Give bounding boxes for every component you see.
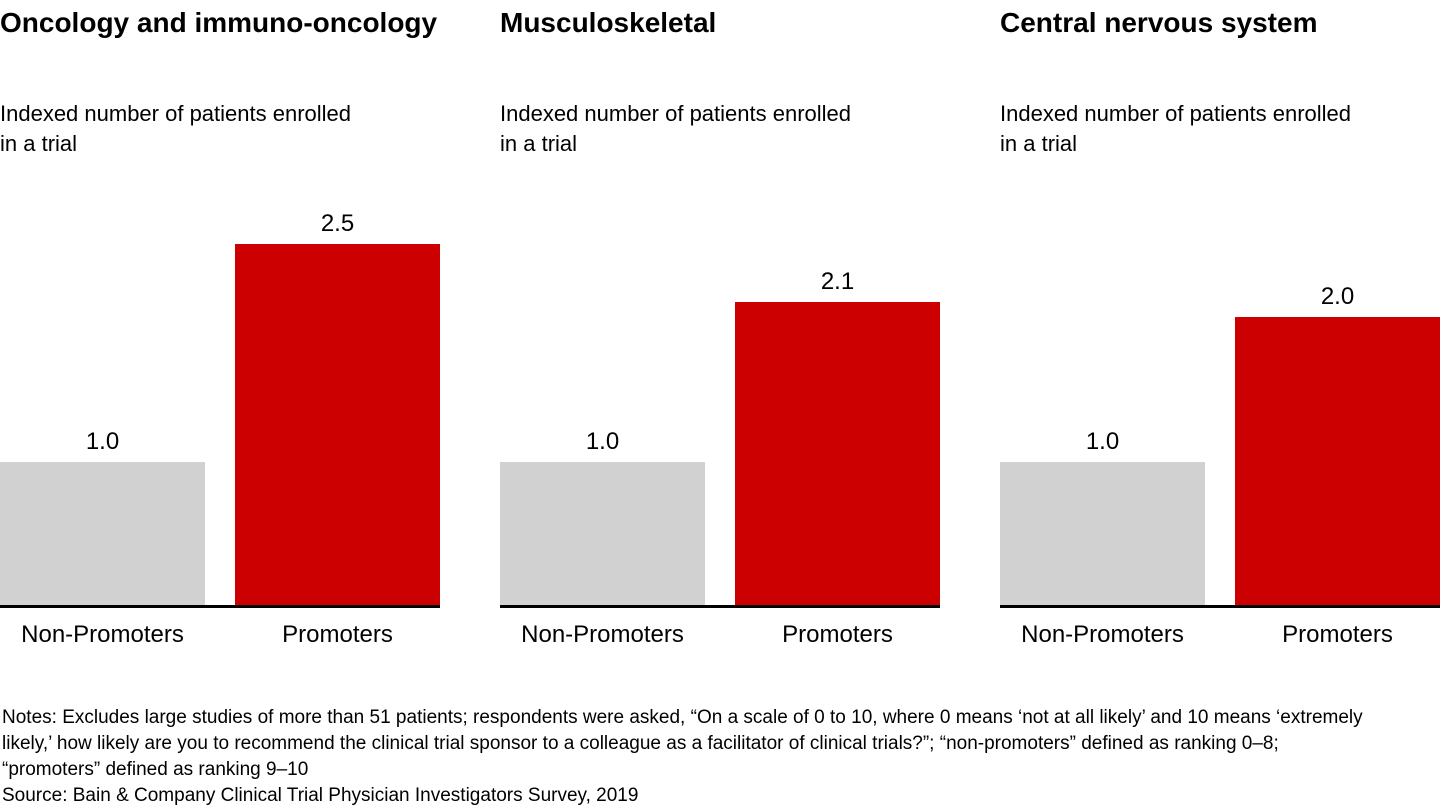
bar-promoters xyxy=(235,244,440,607)
source-text: Source: Bain & Company Clinical Trial Ph… xyxy=(2,785,639,806)
category-label-non-promoters: Non-Promoters xyxy=(1021,621,1184,648)
bar-value-label: 2.5 xyxy=(320,210,355,237)
bar-plot: 1.0 2.0 xyxy=(1000,199,1440,608)
category-labels: Non-Promoters Promoters xyxy=(0,621,440,649)
panel-subtitle: Indexed number of patients enrolled in a… xyxy=(1000,101,1352,156)
notes-text: Notes: Excludes large studies of more th… xyxy=(2,707,1363,780)
category-labels: Non-Promoters Promoters xyxy=(1000,621,1440,649)
panel-subtitle: Indexed number of patients enrolled in a… xyxy=(500,101,852,156)
bar-promoters xyxy=(735,302,940,607)
category-labels: Non-Promoters Promoters xyxy=(500,621,940,649)
panel-title: Musculoskeletal xyxy=(500,7,717,38)
panel-title: Central nervous system xyxy=(1000,7,1318,38)
bar-value-label: 1.0 xyxy=(1085,428,1120,455)
footer: Notes: Excludes large studies of more th… xyxy=(0,705,1440,809)
x-axis-line xyxy=(500,605,940,608)
bar-plot: 1.0 2.5 xyxy=(0,199,440,608)
panel-subtitle: Indexed number of patients enrolled in a… xyxy=(0,101,352,156)
bar-group-promoters: 2.5 xyxy=(235,210,440,607)
bar-plot: 1.0 2.1 xyxy=(500,199,940,608)
panel-title: Oncology and immuno-oncology xyxy=(0,7,438,38)
x-axis-line xyxy=(0,605,440,608)
bar-non-promoters xyxy=(0,462,205,607)
bar-value-label: 2.1 xyxy=(820,268,855,295)
bar-value-label: 1.0 xyxy=(85,428,120,455)
category-label-promoters: Promoters xyxy=(282,621,393,648)
bar-non-promoters xyxy=(500,462,705,607)
bar-non-promoters xyxy=(1000,462,1205,607)
bar-group-non-promoters: 1.0 xyxy=(500,428,705,607)
bar-value-label: 2.0 xyxy=(1320,283,1355,310)
bar-group-promoters: 2.1 xyxy=(735,268,940,607)
bar-value-label: 1.0 xyxy=(585,428,620,455)
category-label-promoters: Promoters xyxy=(782,621,893,648)
category-label-non-promoters: Non-Promoters xyxy=(521,621,684,648)
bar-group-non-promoters: 1.0 xyxy=(1000,428,1205,607)
panel-oncology: Oncology and immuno-oncology Indexed num… xyxy=(0,6,440,649)
bar-promoters xyxy=(1235,317,1440,607)
x-axis-line xyxy=(1000,605,1440,608)
category-label-promoters: Promoters xyxy=(1282,621,1393,648)
chart-panels: Oncology and immuno-oncology Indexed num… xyxy=(0,6,1440,649)
bar-group-promoters: 2.0 xyxy=(1235,283,1440,607)
bar-group-non-promoters: 1.0 xyxy=(0,428,205,607)
panel-musculoskeletal: Musculoskeletal Indexed number of patien… xyxy=(500,6,940,649)
category-label-non-promoters: Non-Promoters xyxy=(21,621,184,648)
panel-central-nervous-system: Central nervous system Indexed number of… xyxy=(1000,6,1440,649)
